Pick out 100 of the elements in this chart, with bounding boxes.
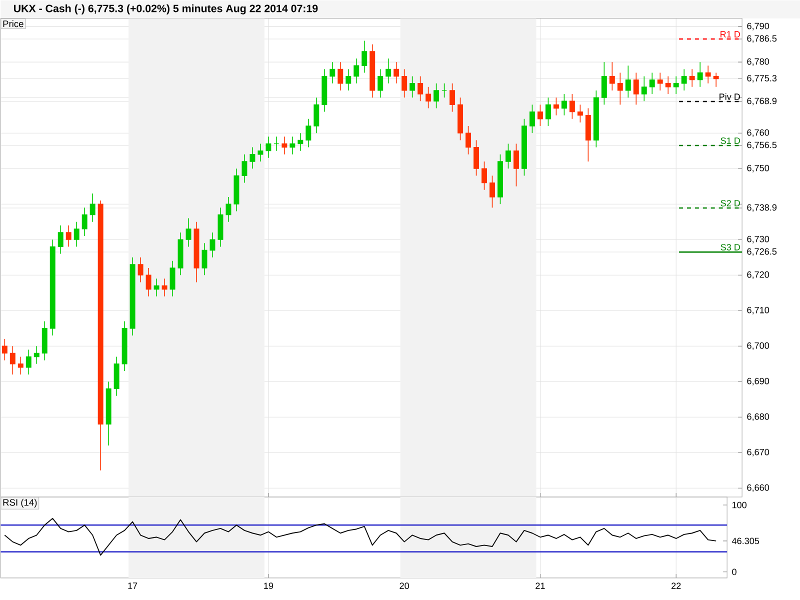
candlestick [450, 83, 456, 112]
candlestick [314, 97, 320, 134]
candlestick [74, 221, 80, 248]
ref-line-label: Piv D [720, 93, 740, 100]
candlestick [553, 97, 559, 116]
y-tick-label: 100 [732, 502, 747, 508]
candlestick [2, 338, 8, 361]
candlestick [338, 62, 344, 91]
ref-line-label: S3 D [720, 244, 740, 250]
candlestick [410, 76, 416, 98]
candlestick [514, 143, 519, 187]
candlestick [66, 225, 72, 248]
ref-line-label: S1 D [720, 138, 740, 144]
y-axis-title: RSI (14) [3, 498, 37, 508]
candlestick [170, 260, 176, 297]
candlestick [609, 62, 615, 91]
candlestick [561, 94, 567, 116]
candlestick [506, 143, 511, 170]
candlestick [186, 218, 192, 248]
candlestick [617, 72, 623, 106]
y-tick-label: 6,780 [747, 58, 770, 66]
candlestick [537, 104, 543, 126]
candlestick [298, 132, 304, 152]
y-tick-label: 6,730 [747, 236, 770, 244]
x-tick-label: 22 [672, 582, 681, 589]
candlestick [250, 146, 256, 170]
candlestick [529, 104, 535, 134]
candlestick [386, 58, 392, 84]
candlestick [202, 242, 208, 276]
candlestick [569, 94, 575, 120]
y-tick-label: 6,660 [747, 484, 770, 492]
candlestick [290, 136, 296, 155]
x-tick-label: 21 [536, 582, 545, 589]
y-tick-label: 6,760 [747, 129, 770, 137]
y-tick-label: 6,670 [747, 448, 770, 456]
candlestick [26, 349, 32, 375]
candlestick [681, 68, 687, 91]
candlestick [402, 68, 408, 98]
y-tick-label: 6,786.5 [747, 35, 777, 43]
candlestick [490, 175, 495, 208]
candlestick [274, 136, 280, 152]
y-tick-label: 6,768.9 [747, 98, 777, 106]
candlestick [138, 256, 144, 283]
candlestick [641, 76, 647, 102]
candlestick [58, 225, 64, 254]
candlestick [162, 278, 168, 297]
candlestick [330, 62, 336, 84]
candlestick [394, 62, 400, 84]
y-tick-label: 6,700 [747, 342, 770, 350]
candlestick [146, 268, 152, 297]
candlestick [426, 86, 432, 109]
candlestick [282, 136, 288, 155]
candlestick [442, 83, 448, 98]
candlestick [378, 68, 384, 98]
candlestick [434, 83, 440, 109]
candlestick [474, 140, 480, 176]
candlestick [346, 68, 352, 91]
candlestick [10, 346, 16, 375]
y-tick-label: 6,710 [747, 306, 770, 314]
candlestick [354, 58, 360, 84]
candlestick [657, 72, 663, 91]
candlestick [689, 68, 695, 88]
y-tick-label: 0 [732, 568, 736, 576]
candlestick [625, 65, 631, 98]
y-axis-title: Price [3, 20, 24, 28]
x-tick-label: 17 [128, 582, 138, 589]
candlestick [713, 72, 719, 88]
y-tick-label: 6,790 [747, 22, 770, 30]
candlestick [210, 232, 216, 258]
candlestick [82, 207, 88, 236]
candlestick [466, 126, 472, 155]
candlestick [673, 76, 679, 94]
candlestick [665, 76, 671, 94]
y-tick-label: 6,680 [747, 413, 770, 421]
candlestick [34, 346, 40, 364]
candlestick [266, 136, 272, 158]
candlestick [258, 143, 264, 162]
candlestick [545, 97, 551, 126]
candlestick [482, 161, 487, 190]
candlestick [226, 196, 232, 222]
candlestick [154, 278, 160, 297]
candlestick [577, 104, 583, 123]
candlestick [633, 72, 639, 106]
y-tick-label: 6,750 [747, 164, 770, 172]
candlestick [601, 62, 607, 106]
candlestick [697, 62, 703, 88]
candlestick [306, 118, 312, 148]
candlestick [18, 356, 24, 375]
chart-title: UKX - Cash (-) 6,775.3 (+0.02%) 5 minutes Aug 22 2014 07:19 [14, 4, 318, 14]
y-tick-label: 6,775.3 [747, 75, 777, 83]
y-tick-label: 6,756.5 [747, 142, 777, 150]
candlestick [418, 76, 424, 102]
y-tick-label: 6,690 [747, 378, 770, 386]
candlestick [362, 40, 368, 74]
y-tick-label: 6,738.9 [747, 204, 777, 212]
y-tick-label: 46.305 [732, 538, 760, 544]
y-tick-label: 6,720 [747, 271, 770, 279]
candlestick [649, 72, 655, 94]
candlestick [242, 154, 248, 184]
x-tick-label: 20 [400, 582, 410, 590]
